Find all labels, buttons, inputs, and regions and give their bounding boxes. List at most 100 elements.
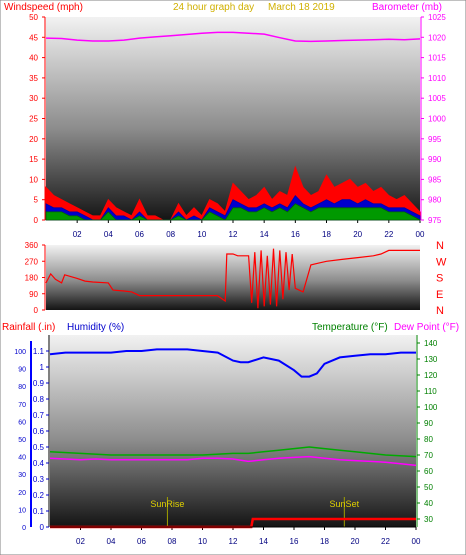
temperature-tick-label: 140 [424,339,438,348]
rainfall-tick-label: 0 [40,523,45,532]
barometer-line [45,31,421,43]
temperature-tick-label: 30 [424,515,433,524]
temperature-tick-label: 70 [424,451,433,460]
x-tick-label: 10 [197,230,206,239]
barometer-tick-label: 1020 [428,33,446,42]
temperature-tick-label: 130 [424,355,438,364]
x-tick-label: 04 [104,230,113,239]
rainfall-tick-label: 0.5 [33,443,45,452]
windspeed-tick-label: 45 [29,33,38,42]
rainfall-tick-label: 0.4 [33,459,45,468]
temperature-tick-label: 40 [424,499,433,508]
windspeed-axis-title: Windspeed (mph) [4,2,83,13]
x-tick-label: 14 [260,230,269,239]
humidity-tick-label: 80 [18,384,26,391]
humidity-tick-label: 20 [18,490,26,497]
plot-area-direction [46,245,420,310]
wind-low-area [45,203,421,221]
humidity-line [49,348,416,378]
plot-area-rain [50,335,416,527]
direction-tick-label: 360 [25,241,39,250]
humidity-tick-label: 0 [22,525,26,532]
x-tick-label: 12 [229,537,238,546]
temperature-tick-label: 60 [424,467,433,476]
windspeed-tick-label: 20 [29,135,38,144]
x-tick-label: 18 [322,230,331,239]
rainfall-tick-label: 1.1 [33,347,45,356]
rainfall-tick-label: 0.3 [33,475,45,484]
direction-tick-label: 270 [25,257,39,266]
wind-direction-line [45,248,420,309]
barometer-tick-label: 980 [428,196,442,205]
humidity-tick-label: 50 [18,437,26,444]
rainfall-tick-label: 0.6 [33,427,45,436]
barometer-tick-label: 995 [428,135,442,144]
x-tick-label: 06 [135,230,144,239]
windspeed-tick-label: 40 [29,54,38,63]
panel-wind-barometer: 0510152025303540455097598098599099510001… [29,13,446,239]
barometer-tick-label: 975 [428,216,442,225]
compass-label: E [436,289,443,301]
compass-label: N [436,305,444,317]
x-tick-label: 04 [107,537,116,546]
barometer-tick-label: 990 [428,155,442,164]
direction-tick-label: 90 [29,290,38,299]
windspeed-tick-label: 10 [29,175,38,184]
graph-title: 24 hour graph day [173,2,254,13]
temperature-tick-label: 80 [424,435,433,444]
compass-label: N [436,240,444,252]
windspeed-tick-label: 5 [34,196,39,205]
dewpoint-axis-title: Dew Point (°F) [394,322,459,333]
barometer-axis-title: Barometer (mb) [372,2,442,13]
x-tick-label: 12 [229,230,238,239]
x-tick-label: 18 [320,537,329,546]
x-tick-label: 10 [198,537,207,546]
compass-label: S [436,273,443,285]
x-tick-label: 08 [166,230,175,239]
humidity-tick-label: 10 [18,507,26,514]
rainfall-tick-label: 0.8 [33,395,45,404]
rainfall-tick-label: 0.1 [33,507,45,516]
barometer-tick-label: 1010 [428,74,446,83]
barometer-tick-label: 1025 [428,13,446,22]
sun-marker-label: SunSet [330,499,360,509]
barometer-tick-label: 985 [428,175,442,184]
x-tick-label: 20 [351,537,360,546]
windspeed-tick-label: 0 [34,216,39,225]
humidity-tick-label: 40 [18,455,26,462]
temperature-axis-title: Temperature (°F) [312,322,388,333]
humidity-tick-label: 60 [18,419,26,426]
temperature-line [49,446,417,458]
x-tick-label: 22 [384,230,393,239]
graph-date: March 18 2019 [268,2,335,13]
x-tick-label: 02 [76,537,85,546]
x-tick-label: 16 [291,230,300,239]
x-tick-label: 16 [290,537,299,546]
barometer-tick-label: 1015 [428,54,446,63]
x-tick-label: 20 [353,230,362,239]
x-tick-label: 02 [73,230,82,239]
direction-tick-label: 0 [34,306,39,315]
humidity-tick-label: 30 [18,472,26,479]
x-tick-label: 14 [259,537,268,546]
rainfall-tick-label: 0.9 [33,379,45,388]
windspeed-tick-label: 35 [29,74,38,83]
barometer-tick-label: 1005 [428,94,446,103]
rainfall-axis-title: Rainfall (.in) [2,322,55,333]
temperature-tick-label: 110 [424,387,437,396]
temperature-tick-label: 90 [424,419,433,428]
humidity-tick-label: 70 [18,402,26,409]
panel-rain-humidity-temperature: 0 0.1 0.2 0.3 0.4 0.5 0.6 0.7 0.8 0.9 1 1.1 0 10 20 30 4… [14,335,438,546]
windspeed-tick-label: 30 [29,94,38,103]
x-tick-label: 06 [137,537,146,546]
humidity-axis-line [30,341,32,527]
humidity-axis-title: Humidity (%) [67,322,124,333]
temperature-tick-label: 50 [424,483,433,492]
windspeed-tick-label: 15 [29,155,38,164]
x-tick-label: 08 [168,537,177,546]
rainfall-tick-label: 0.2 [33,491,45,500]
humidity-tick-label: 100 [14,349,26,356]
compass-label: W [436,256,447,268]
